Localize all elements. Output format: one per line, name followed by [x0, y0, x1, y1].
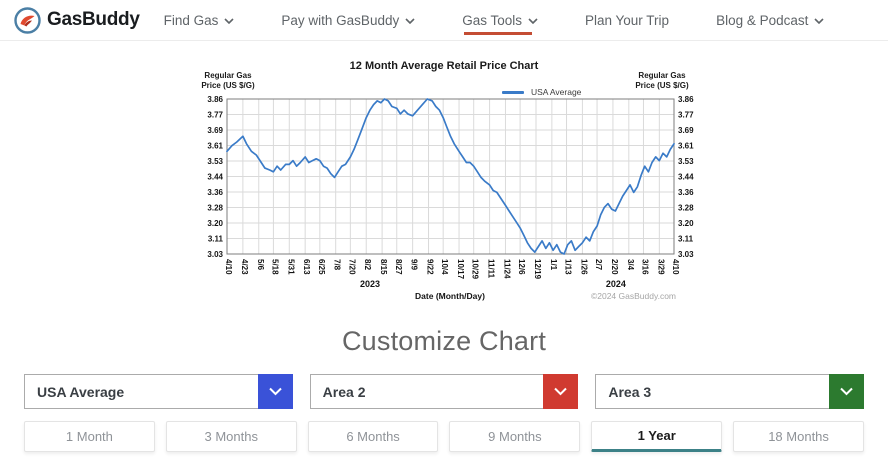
legend-line-swatch: [502, 90, 524, 94]
svg-text:5/6: 5/6: [256, 259, 265, 271]
svg-text:3.61: 3.61: [207, 141, 223, 150]
svg-text:11/24: 11/24: [502, 259, 511, 279]
svg-text:3/4: 3/4: [626, 259, 635, 271]
y-axis-title-right: Regular Gas Price (US $/G): [635, 71, 689, 91]
svg-text:4/10: 4/10: [224, 259, 233, 275]
svg-text:5/31: 5/31: [286, 259, 295, 275]
chevron-down-icon: [840, 387, 853, 396]
svg-text:3.03: 3.03: [678, 250, 694, 259]
main-nav: Find Gas Pay with GasBuddy Gas Tools Pla…: [164, 0, 825, 40]
nav-item-pay-with-gasbuddy[interactable]: Pay with GasBuddy: [281, 0, 415, 40]
range-button-1-month[interactable]: 1 Month: [24, 421, 155, 452]
svg-text:3.69: 3.69: [207, 126, 223, 135]
nav-item-blog-podcast[interactable]: Blog & Podcast: [716, 0, 824, 40]
chevron-down-icon: [814, 17, 824, 24]
chevron-down-icon: [554, 387, 568, 396]
svg-text:11/11: 11/11: [487, 259, 496, 279]
svg-text:9/9: 9/9: [410, 259, 419, 271]
area-selector-1-value: USA Average: [37, 383, 125, 400]
x-axis-label: Date (Month/Day): [415, 291, 485, 301]
svg-text:1/1: 1/1: [549, 259, 558, 271]
svg-text:1/26: 1/26: [579, 259, 588, 275]
svg-text:4/23: 4/23: [240, 259, 249, 275]
svg-text:8/2: 8/2: [363, 259, 372, 271]
area-selector-2-dropdown-button[interactable]: [543, 374, 579, 409]
svg-text:2024: 2024: [606, 279, 626, 289]
range-button-6-months[interactable]: 6 Months: [307, 421, 439, 452]
chart-copyright: ©2024 GasBuddy.com: [591, 291, 676, 301]
svg-text:3.53: 3.53: [678, 157, 694, 166]
svg-text:3.28: 3.28: [678, 203, 694, 212]
range-button-18-months[interactable]: 18 Months: [733, 421, 864, 452]
svg-text:3.20: 3.20: [678, 219, 694, 228]
svg-text:10/4: 10/4: [440, 259, 449, 275]
svg-text:3/16: 3/16: [640, 259, 649, 275]
area-selector-1[interactable]: USA Average: [24, 374, 293, 409]
price-chart: 12 Month Average Retail Price Chart Regu…: [194, 54, 694, 306]
svg-text:3.11: 3.11: [208, 234, 224, 243]
area-selector-3-dropdown-button[interactable]: [829, 374, 865, 409]
svg-text:12/19: 12/19: [533, 259, 542, 280]
svg-text:3.36: 3.36: [678, 188, 694, 197]
area-selector-3-value: Area 3: [608, 383, 652, 400]
chart-plot-area: Date (Month/Day) ©2024 GasBuddy.com 3.86…: [207, 95, 694, 301]
logo-text: GasBuddy: [47, 9, 140, 30]
svg-text:7/8: 7/8: [333, 259, 342, 271]
svg-text:3.61: 3.61: [678, 141, 694, 150]
svg-text:3.86: 3.86: [678, 95, 694, 104]
range-button-3-months[interactable]: 3 Months: [165, 421, 297, 452]
customize-chart-heading: Customize Chart: [341, 326, 547, 356]
svg-text:2/20: 2/20: [610, 259, 619, 275]
chart-legend: USA Average: [502, 87, 581, 97]
area-selector-row: USA Average Area 2 Area 3: [0, 374, 888, 409]
nav-item-gas-tools[interactable]: Gas Tools: [462, 0, 538, 40]
svg-text:2023: 2023: [360, 279, 380, 289]
svg-text:3.77: 3.77: [678, 110, 694, 119]
chevron-down-icon: [405, 17, 415, 24]
svg-text:3.11: 3.11: [678, 234, 694, 243]
area-selector-3[interactable]: Area 3: [595, 374, 865, 409]
svg-text:12/6: 12/6: [517, 259, 526, 275]
svg-text:3.36: 3.36: [207, 188, 223, 197]
svg-text:1/13: 1/13: [564, 259, 573, 275]
svg-text:3.77: 3.77: [207, 110, 223, 119]
svg-text:3.28: 3.28: [207, 203, 223, 212]
chevron-down-icon: [268, 387, 282, 396]
svg-text:3.44: 3.44: [678, 172, 694, 181]
svg-text:7/20: 7/20: [347, 259, 356, 275]
gasbuddy-logo[interactable]: GasBuddy: [14, 6, 140, 34]
range-button-1-year[interactable]: 1 Year: [591, 421, 723, 452]
legend-label: USA Average: [531, 87, 582, 97]
svg-text:4/10: 4/10: [671, 259, 680, 275]
svg-text:3.44: 3.44: [207, 172, 223, 181]
area-selector-2[interactable]: Area 2: [309, 374, 579, 409]
svg-text:8/15: 8/15: [379, 259, 388, 275]
svg-text:3.86: 3.86: [207, 95, 223, 104]
svg-text:10/29: 10/29: [471, 259, 480, 280]
svg-text:6/13: 6/13: [302, 259, 311, 275]
svg-text:8/27: 8/27: [394, 259, 403, 275]
svg-text:10/17: 10/17: [456, 259, 465, 280]
nav-item-find-gas[interactable]: Find Gas: [164, 0, 235, 40]
svg-text:3.53: 3.53: [207, 157, 223, 166]
nav-item-plan-your-trip[interactable]: Plan Your Trip: [585, 12, 670, 28]
area-selector-2-value: Area 2: [322, 383, 366, 400]
svg-text:5/18: 5/18: [270, 259, 279, 275]
top-nav-bar: GasBuddy Find Gas Pay with GasBuddy Gas …: [0, 0, 888, 41]
chevron-down-icon: [224, 17, 234, 24]
time-range-button-row: 1 Month 3 Months 6 Months 9 Months 1 Yea…: [0, 421, 888, 452]
svg-text:3.20: 3.20: [207, 219, 223, 228]
svg-text:3/29: 3/29: [656, 259, 665, 275]
svg-text:3.03: 3.03: [207, 250, 223, 259]
svg-text:3.69: 3.69: [678, 126, 694, 135]
chevron-down-icon: [528, 17, 538, 24]
svg-text:9/22: 9/22: [426, 259, 435, 275]
area-selector-1-dropdown-button[interactable]: [257, 374, 293, 409]
y-axis-title-left: Regular Gas Price (US $/G): [201, 71, 255, 91]
chart-title: 12 Month Average Retail Price Chart: [349, 60, 539, 72]
range-button-9-months[interactable]: 9 Months: [449, 421, 581, 452]
svg-text:2/7: 2/7: [594, 259, 603, 271]
svg-text:6/25: 6/25: [317, 259, 326, 275]
gasbuddy-logo-icon: [14, 6, 41, 34]
